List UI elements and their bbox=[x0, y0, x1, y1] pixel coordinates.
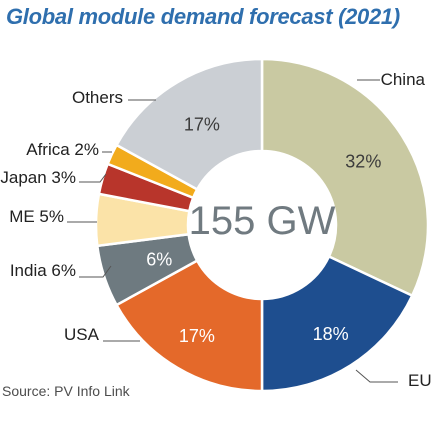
center-total-label: 155 GW bbox=[189, 199, 336, 243]
slice-usa bbox=[114, 258, 264, 393]
category-label-india: India 6% bbox=[10, 261, 76, 280]
slice-value-china: 32% bbox=[345, 152, 381, 172]
category-label-usa: USA bbox=[64, 325, 100, 344]
slices-group bbox=[94, 57, 430, 393]
category-label-africa: Africa 2% bbox=[26, 140, 99, 159]
slice-value-usa: 17% bbox=[179, 326, 215, 346]
category-label-me: ME 5% bbox=[9, 207, 64, 226]
chart-title: Global module demand forecast (2021) bbox=[6, 4, 400, 29]
category-label-others: Others bbox=[72, 88, 123, 107]
category-label-china: China bbox=[381, 70, 426, 89]
leader-line-india bbox=[79, 265, 112, 278]
slice-others bbox=[114, 57, 264, 192]
slice-china bbox=[260, 57, 430, 298]
category-label-japan: Japan 3% bbox=[0, 168, 76, 187]
slice-eu bbox=[260, 254, 414, 393]
source-note: Source: PV Info Link bbox=[2, 383, 130, 399]
slice-value-others: 17% bbox=[184, 114, 220, 134]
slice-value-eu: 18% bbox=[313, 324, 349, 344]
leader-lines-group bbox=[67, 79, 398, 383]
leader-line-japan bbox=[79, 173, 107, 183]
labels-group: 32% China 18% EU 17% USA 6% India 6% ME 5% Japan … bbox=[0, 70, 431, 390]
slice-value-india: 6% bbox=[146, 249, 172, 269]
category-label-eu: EU bbox=[408, 371, 431, 390]
leader-line-eu bbox=[355, 369, 398, 383]
